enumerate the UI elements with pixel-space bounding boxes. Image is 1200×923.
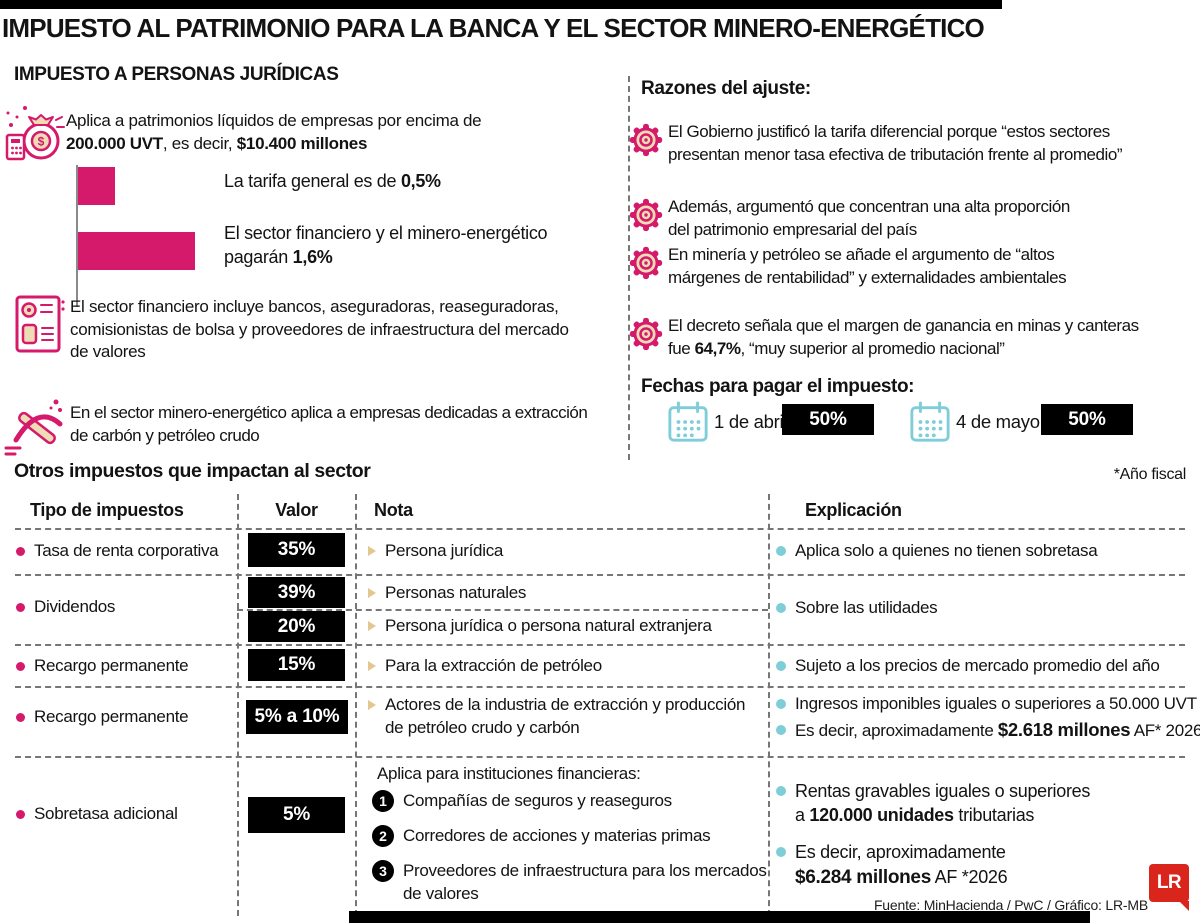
left-section-title: IMPUESTO A PERSONAS JURÍDICAS (14, 64, 339, 85)
calendar-icon (668, 401, 708, 442)
table-row-label: Recargo permanente (16, 706, 189, 729)
table-row-expl: Sujeto a los precios de mercado promedio… (776, 655, 1160, 678)
intro-text: Aplica a patrimonios líquidos de empresa… (66, 111, 482, 153)
col-header-tipo: Tipo de impuestos (30, 500, 184, 520)
financial-sector-note: El sector financiero incluye bancos, ase… (70, 297, 569, 362)
table-row-nota: Actores de la industria de extracción y … (368, 694, 745, 739)
blue-bullet-icon (776, 699, 786, 710)
table-vline (768, 494, 770, 916)
blue-bullet-icon (776, 546, 786, 557)
gear-icon (629, 317, 663, 351)
table-row-expl: Es decir, aproximadamente $2.618 millone… (776, 718, 1200, 743)
dates-title: Fechas para pagar el impuesto: (641, 376, 915, 397)
arrow-bullet-icon (368, 661, 376, 672)
nota-numbered-item: 1 Compañías de seguros y reaseguros (372, 790, 672, 813)
date-label: 4 de mayo (956, 411, 1040, 432)
blue-bullet-icon (776, 725, 786, 736)
arrow-bullet-icon (368, 700, 376, 710)
value-badge: 15% (248, 649, 345, 681)
arrow-bullet-icon (368, 621, 376, 632)
svg-text:$: $ (38, 135, 45, 149)
blue-bullet-icon (776, 847, 786, 857)
table-hline (15, 686, 1185, 688)
table-row-nota: Personas naturales (368, 582, 526, 605)
pink-bullet-icon (16, 809, 25, 819)
blue-bullet-icon (776, 661, 786, 672)
table-row-nota: Persona jurídica (368, 540, 503, 563)
table-row-expl: Aplica solo a quienes no tienen sobretas… (776, 540, 1098, 563)
table-row-expl: Ingresos imponibles iguales o superiores… (776, 693, 1197, 716)
value-badge: 5% a 10% (246, 700, 348, 734)
money-bag-icon: $ (5, 106, 65, 161)
bar-sector-financiero (78, 232, 195, 270)
gear-icon (629, 123, 663, 157)
calendar-icon (910, 401, 950, 442)
table-row-expl: Es decir, aproximadamente $6.284 millone… (776, 841, 1008, 890)
blue-bullet-icon (776, 603, 786, 614)
arrow-bullet-icon (368, 588, 376, 599)
table-hline (15, 574, 1185, 576)
reason-item: El Gobierno justificó la tarifa diferenc… (668, 122, 1123, 164)
nota-numbered-item: 2 Corredores de acciones y materias prim… (372, 825, 711, 848)
table-row-label: Sobretasa adicional (16, 803, 178, 826)
blue-bullet-icon (776, 786, 786, 796)
number-2-icon: 2 (372, 825, 394, 848)
pink-bullet-icon (16, 661, 25, 671)
arrow-bullet-icon (368, 546, 376, 557)
table-vline (237, 494, 239, 916)
pickaxe-icon (4, 399, 63, 456)
chart-label-general: La tarifa general es de 0,5% (224, 171, 441, 191)
reasons-title: Razones del ajuste: (641, 78, 811, 99)
mining-sector-note: En el sector minero-energético aplica a … (70, 403, 588, 445)
col-header-nota: Nota (374, 500, 413, 520)
top-black-bar (0, 0, 1002, 9)
date-pct-badge: 50% (782, 404, 874, 435)
chart-label-sector: El sector financiero y el minero-energét… (224, 223, 548, 267)
table-row-expl: Rentas gravables iguales o superiores a … (776, 780, 1090, 828)
table-title: Otros impuestos que impactan al sector (14, 460, 371, 482)
gear-icon (629, 198, 663, 232)
table-row-expl: Sobre las utilidades (776, 597, 938, 620)
pink-bullet-icon (16, 602, 25, 612)
col-header-valor: Valor (275, 500, 318, 520)
source-credit: Fuente: MinHacienda / PwC / Gráfico: LR-… (873, 897, 1148, 913)
date-pct-badge: 50% (1041, 404, 1133, 435)
nota-numbered-item: 3 Proveedores de infraestructura para lo… (372, 860, 767, 905)
reason-item: En minería y petróleo se añade el argume… (668, 245, 1067, 287)
value-badge: 39% (248, 577, 345, 608)
lr-logo-tail (1179, 901, 1189, 911)
table-row-label: Recargo permanente (16, 655, 189, 678)
table-hline (15, 528, 1185, 530)
table-row-label: Tasa de renta corporativa (16, 540, 219, 563)
value-badge: 35% (248, 533, 345, 567)
lr-logo: LR (1149, 864, 1189, 902)
gear-icon (629, 246, 663, 280)
page-title: IMPUESTO AL PATRIMONIO PARA LA BANCA Y E… (2, 13, 985, 43)
nota-intro: Aplica para instituciones financieras: (377, 764, 641, 783)
date-label: 1 de abril (714, 411, 788, 432)
column-separator (628, 76, 630, 460)
value-badge: 20% (248, 611, 345, 642)
table-hline (15, 756, 1185, 758)
number-1-icon: 1 (372, 790, 394, 813)
table-row-nota: Para la extracción de petróleo (368, 655, 602, 678)
table-subline (237, 609, 768, 611)
reason-item: Además, argumentó que concentran una alt… (668, 197, 1070, 239)
chart-axis (76, 165, 78, 307)
fiscal-year-note: *Año fiscal (1113, 466, 1187, 483)
pink-bullet-icon (16, 712, 25, 722)
certificate-icon (15, 295, 65, 353)
bar-tarifa-general (78, 167, 115, 205)
number-3-icon: 3 (372, 860, 394, 882)
bottom-black-bar (349, 911, 1090, 923)
table-row-nota: Persona jurídica o persona natural extra… (368, 615, 712, 638)
table-hline (15, 644, 1185, 646)
value-badge: 5% (248, 797, 345, 833)
reason-item: El decreto señala que el margen de ganan… (668, 316, 1139, 358)
col-header-explicacion: Explicación (805, 500, 902, 520)
pink-bullet-icon (16, 546, 25, 556)
table-row-label: Dividendos (16, 596, 115, 619)
table-vline (355, 494, 357, 916)
